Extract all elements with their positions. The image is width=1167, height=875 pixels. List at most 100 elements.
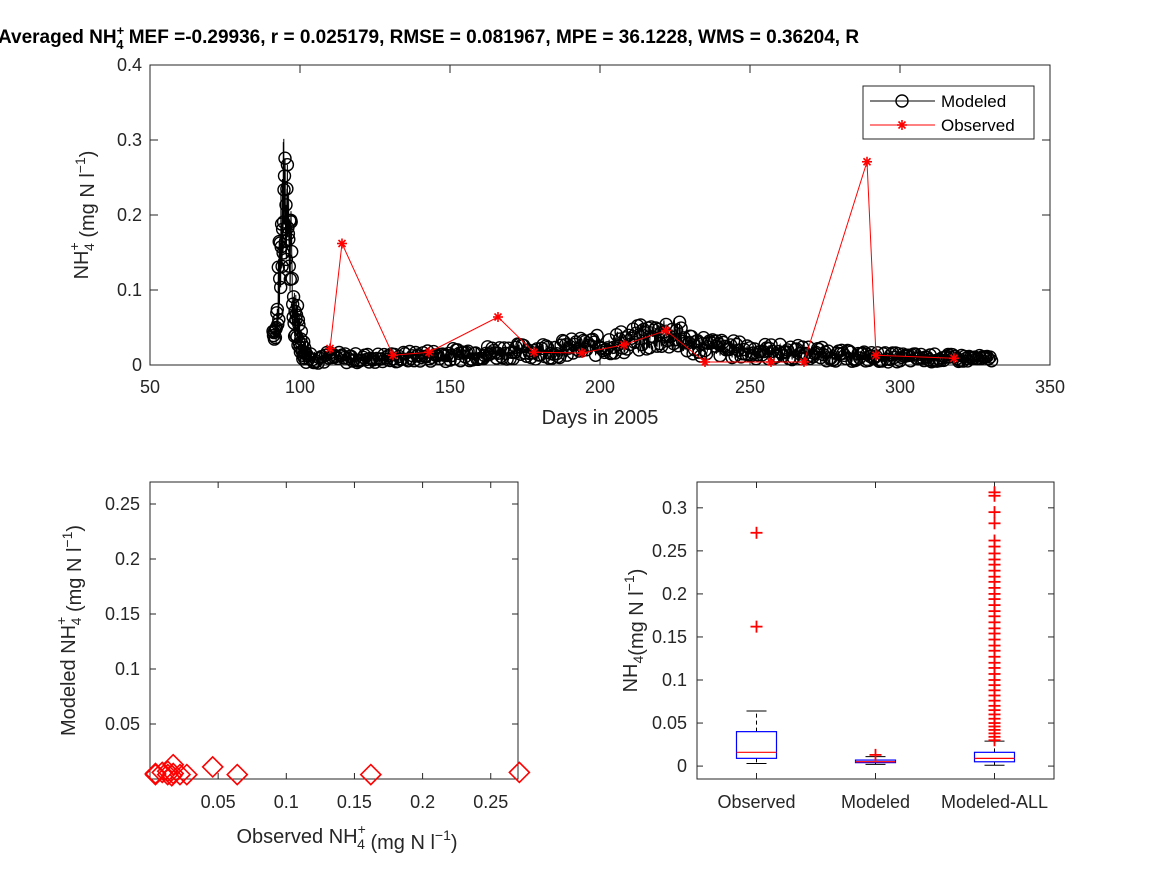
figure-title: Averaged NH+ 4 MEF =-0.29936, r = 0.02517… [0, 23, 859, 52]
scatter-point [162, 753, 185, 776]
modeled-point [461, 344, 475, 358]
modeled-point [465, 353, 480, 367]
label-unit: (mg N l [64, 548, 86, 618]
modeled-point [275, 259, 289, 274]
label-sub: 4 [630, 656, 646, 664]
x-tick-label: 50 [140, 377, 160, 397]
modeled-point [285, 244, 299, 259]
modeled-point [278, 151, 292, 165]
boxplot-boxes [735, 486, 1016, 766]
modeled-point [268, 330, 283, 345]
observed-point [661, 325, 671, 336]
y-tick-label: 0.05 [652, 713, 687, 733]
title-rest: MEF =-0.29936, r = 0.025179, RMSE = 0.08… [123, 27, 859, 48]
outlier-point [988, 486, 1001, 499]
x-tick-label: 100 [285, 377, 315, 397]
modeled-point [286, 290, 301, 304]
asterisk-stroke [529, 348, 539, 357]
modeled-point [507, 345, 522, 360]
modeled-point [270, 302, 284, 317]
modeled-point [278, 234, 293, 249]
modeled-point [282, 259, 296, 273]
y-tick-label: 0.1 [115, 659, 140, 679]
timeseries-legend: Modeled Observed [862, 85, 1035, 140]
x-tick-label: 150 [435, 377, 465, 397]
scatter-panel: 0.05 0.1 0.15 0.2 0.25 0.05 0.1 0.15 0.2 0.25 Obs… [53, 481, 531, 854]
modeled-point [282, 232, 296, 247]
label-unit-sup: −1 [72, 157, 88, 173]
asterisk-stroke [766, 357, 776, 367]
scatter-point [168, 763, 192, 786]
x-tick-label: 0.15 [337, 792, 372, 812]
observed-point [619, 339, 629, 350]
x-tick-label: 0.05 [201, 792, 236, 812]
y-tick-label: 0.1 [662, 670, 687, 690]
scatter-x-axis-label: Observed NH+ 4 (mg N l−1) [236, 821, 457, 854]
y-tick-label: 0.2 [117, 205, 142, 225]
modeled-point [274, 280, 288, 295]
observed-point [529, 347, 539, 358]
x-tick-label: Modeled-ALL [941, 792, 1048, 812]
boxplot-y-axis-label: NH4(mg N l−1) [620, 569, 648, 693]
x-tick-label: 0.25 [473, 792, 508, 812]
y-tick-label: 0.1 [117, 280, 142, 300]
scatter-ticks: 0.05 0.1 0.15 0.2 0.25 0.05 0.1 0.15 0.2 0.25 [105, 482, 518, 812]
observed-point [388, 350, 398, 361]
asterisk-stroke [577, 348, 587, 358]
asterisk-stroke [337, 239, 347, 248]
y-tick-label: 0.4 [117, 55, 142, 75]
asterisk-stroke [424, 348, 434, 357]
y-tick-label: 0.25 [105, 494, 140, 514]
scatter-point [508, 761, 531, 784]
y-tick-label: 0.15 [652, 627, 687, 647]
label-sub: 4 [357, 836, 365, 852]
timeseries-panel: 50 100 150 200 250 300 350 0 0.1 0.2 0.3 0.4 Days i… [66, 55, 1065, 429]
modeled-series [266, 138, 999, 370]
modeled-point [284, 215, 298, 229]
outlier-point [869, 748, 882, 761]
legend-observed-marker [897, 120, 907, 130]
x-tick-label: 200 [585, 377, 615, 397]
modeled-point [578, 334, 592, 349]
label-main: Observed NH [236, 826, 357, 848]
modeled-point [674, 321, 688, 335]
y-tick-label: 0.2 [662, 584, 687, 604]
label-unit-end: ) [77, 151, 99, 158]
label-sub: 4 [81, 243, 97, 251]
outlier-point [750, 620, 763, 633]
timeseries-x-axis-label: Days in 2005 [542, 407, 659, 429]
asterisk-stroke [862, 157, 872, 166]
title-sup: + [117, 23, 125, 38]
modeled-point [764, 338, 778, 352]
observed-point [799, 357, 809, 367]
asterisk-stroke [325, 344, 335, 353]
title-prefix: Averaged NH [0, 27, 117, 48]
x-tick-label: 350 [1035, 377, 1065, 397]
iqr-box [735, 731, 778, 759]
boxplot-ticks: 0 0.05 0.1 0.15 0.2 0.25 0.3 Observed Modeled Mod… [652, 482, 1054, 812]
modeled-point [627, 335, 642, 350]
modeled-point [729, 337, 744, 352]
y-tick-label: 0.15 [105, 604, 140, 624]
label-sup: + [53, 617, 69, 625]
modeled-point [984, 354, 999, 368]
modeled-point [629, 326, 643, 340]
modeled-point [292, 318, 306, 332]
modeled-point [274, 217, 289, 231]
modeled-point [653, 336, 667, 351]
outlier-point [988, 517, 1001, 530]
modeled-point [626, 322, 640, 336]
y-tick-label: 0.3 [662, 498, 687, 518]
modeled-point [590, 328, 604, 343]
y-tick-label: 0 [677, 756, 687, 776]
y-tick-label: 0.3 [117, 130, 142, 150]
timeseries-ticks: 50 100 150 200 250 300 350 0 0.1 0.2 0.3 0.4 [117, 55, 1065, 397]
legend-modeled-marker [895, 94, 909, 108]
scatter-point [201, 755, 224, 779]
observed-point [325, 343, 335, 354]
scatter-points [144, 753, 531, 787]
asterisk-stroke [799, 357, 809, 367]
label-unit-sup: −1 [621, 575, 637, 591]
modeled-point [981, 352, 996, 366]
